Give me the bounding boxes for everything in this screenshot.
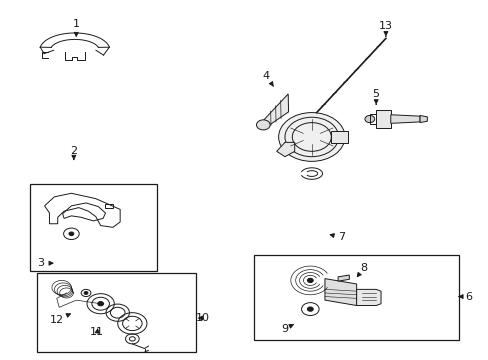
Polygon shape: [419, 116, 427, 123]
Bar: [254, 255, 458, 339]
Circle shape: [98, 302, 103, 306]
Circle shape: [69, 232, 74, 235]
Bar: [330, 131, 347, 143]
Polygon shape: [337, 275, 348, 281]
Polygon shape: [390, 115, 419, 123]
Text: 2: 2: [70, 146, 77, 159]
Text: 10: 10: [196, 313, 210, 323]
Text: 12: 12: [50, 314, 70, 325]
Text: 1: 1: [73, 19, 80, 36]
Circle shape: [84, 292, 88, 294]
Polygon shape: [356, 289, 380, 306]
Circle shape: [364, 116, 374, 123]
Text: 3: 3: [37, 258, 53, 268]
Text: 13: 13: [378, 21, 392, 36]
Circle shape: [307, 307, 313, 311]
Text: 8: 8: [357, 263, 367, 277]
Text: 5: 5: [372, 89, 379, 104]
Polygon shape: [375, 110, 390, 128]
Text: 4: 4: [263, 71, 273, 86]
Circle shape: [307, 278, 313, 283]
Polygon shape: [263, 94, 288, 129]
Circle shape: [256, 120, 269, 130]
Text: 6: 6: [458, 292, 471, 302]
Bar: [37, 273, 195, 352]
Text: 7: 7: [329, 232, 345, 242]
Text: 9: 9: [280, 324, 293, 334]
Bar: [30, 184, 157, 271]
Circle shape: [278, 113, 344, 161]
Text: 11: 11: [90, 327, 104, 337]
Bar: [104, 204, 113, 208]
Polygon shape: [325, 279, 356, 306]
Polygon shape: [276, 142, 294, 157]
